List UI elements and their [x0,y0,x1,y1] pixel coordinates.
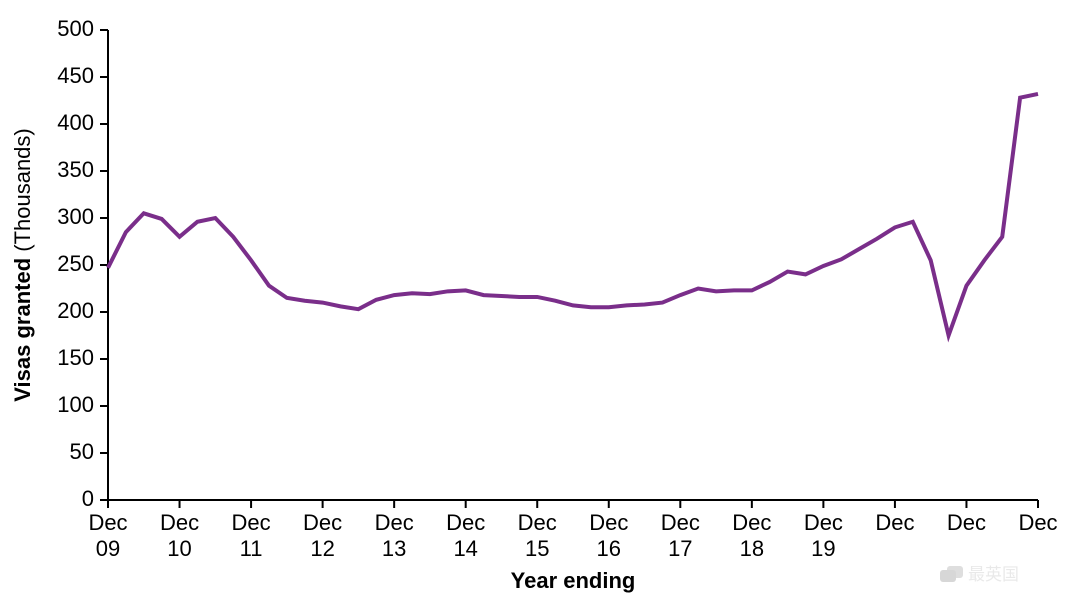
x-tick-label-bottom: 17 [668,536,692,561]
x-tick-label-bottom: 12 [310,536,334,561]
y-tick-label: 50 [70,439,94,464]
x-tick-label-bottom: 13 [382,536,406,561]
x-tick-label-top: Dec [947,510,986,535]
x-tick-label-bottom: 19 [811,536,835,561]
y-tick-label: 400 [57,110,94,135]
y-tick-label: 100 [57,392,94,417]
x-tick-label-top: Dec [375,510,414,535]
x-tick-label-bottom: 10 [167,536,191,561]
x-tick-label-bottom: 11 [240,536,263,561]
watermark: 最英国 [940,565,1019,584]
x-tick-label-top: Dec [1018,510,1057,535]
line-chart: 050100150200250300350400450500Dec09Dec10… [0,0,1080,603]
chat-bubbles-icon [947,566,963,578]
x-tick-label-bottom: 16 [597,536,621,561]
y-tick-label: 250 [57,251,94,276]
x-tick-label-top: Dec [303,510,342,535]
y-tick-label: 0 [82,486,94,511]
x-tick-label-bottom: 15 [525,536,549,561]
x-tick-label-top: Dec [804,510,843,535]
x-tick-label-top: Dec [589,510,628,535]
x-tick-label-top: Dec [446,510,485,535]
y-tick-label: 300 [57,204,94,229]
x-tick-label-bottom: 18 [740,536,764,561]
watermark-text: 最英国 [968,565,1019,584]
y-tick-label: 350 [57,157,94,182]
y-tick-label: 450 [57,63,94,88]
chart-svg: 050100150200250300350400450500Dec09Dec10… [0,0,1080,603]
x-tick-label-top: Dec [875,510,914,535]
y-axis-title: Visas granted (Thousands) [10,128,35,402]
x-tick-label-top: Dec [661,510,700,535]
y-tick-label: 200 [57,298,94,323]
y-tick-label: 150 [57,345,94,370]
x-tick-label-top: Dec [732,510,771,535]
x-tick-label-bottom: 14 [453,536,477,561]
x-tick-label-bottom: 09 [96,536,120,561]
x-tick-label-top: Dec [88,510,127,535]
y-tick-label: 500 [57,16,94,41]
x-tick-label-top: Dec [160,510,199,535]
x-tick-label-top: Dec [518,510,557,535]
x-axis-title: Year ending [511,568,636,593]
x-tick-label-top: Dec [232,510,271,535]
